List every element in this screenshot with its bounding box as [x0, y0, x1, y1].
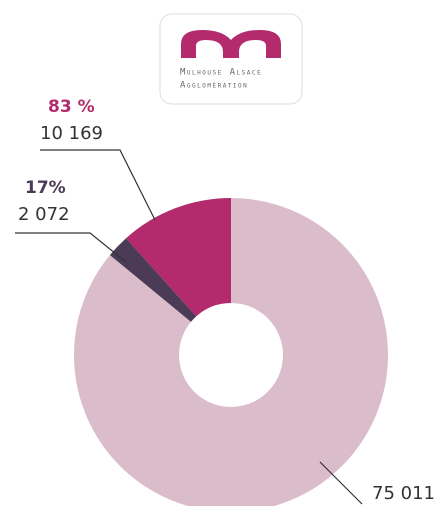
- logo-box: [159, 13, 303, 105]
- value-label: 75 011: [372, 483, 435, 504]
- percent-label: 17%: [25, 178, 66, 198]
- value-label: 2 072: [18, 204, 70, 225]
- leader-line: [15, 232, 127, 263]
- logo-text: Mulhouse Alsace: [180, 68, 262, 78]
- donut-slice: [74, 198, 388, 506]
- leader-line: [319, 461, 363, 505]
- donut-slice: [109, 238, 197, 322]
- donut: [74, 198, 388, 506]
- value-label: 10 169: [40, 123, 103, 144]
- logo-text: Agglomération: [180, 81, 248, 91]
- logo-mark: [181, 30, 281, 58]
- percent-label: 83 %: [48, 97, 95, 117]
- leader-line: [40, 149, 156, 221]
- logo: Mulhouse Alsace Agglomération: [159, 13, 303, 105]
- donut-slice: [126, 198, 231, 317]
